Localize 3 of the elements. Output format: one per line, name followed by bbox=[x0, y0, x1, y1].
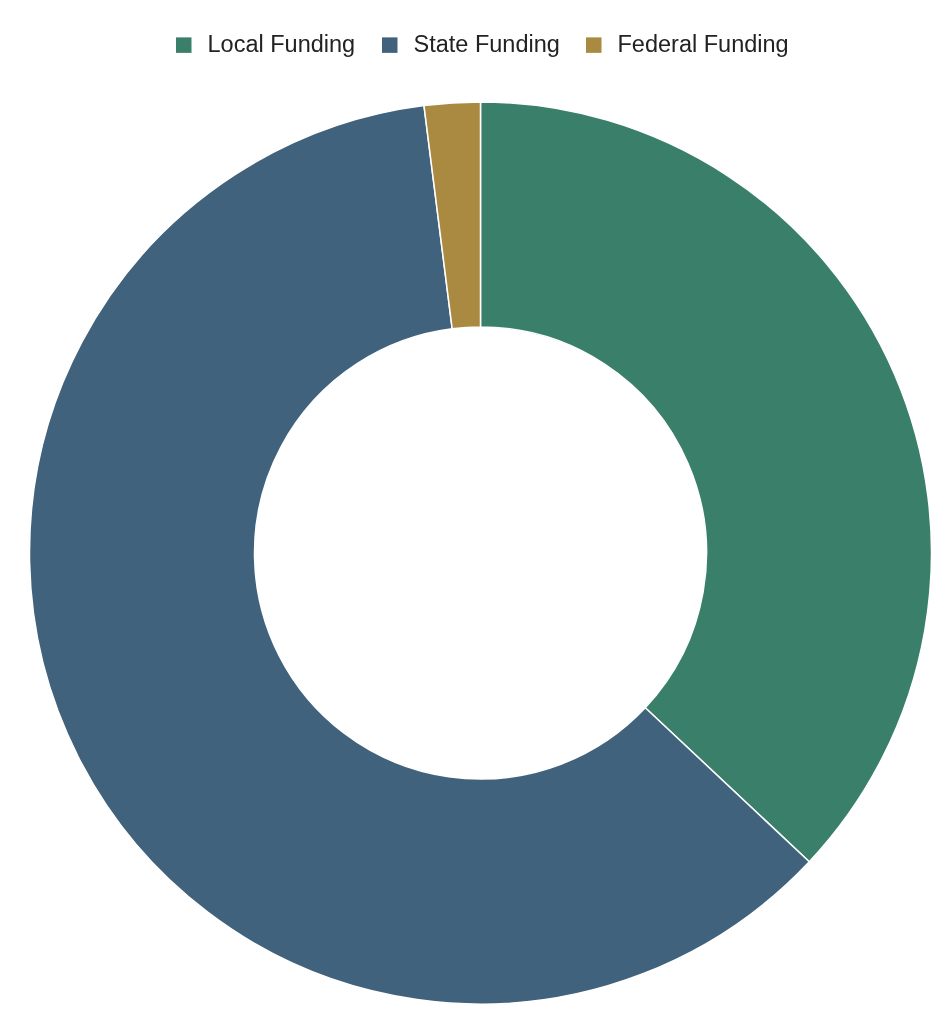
legend-label: State Funding bbox=[413, 31, 560, 58]
legend-label: Federal Funding bbox=[617, 31, 789, 58]
legend-label: Local Funding bbox=[207, 31, 356, 58]
